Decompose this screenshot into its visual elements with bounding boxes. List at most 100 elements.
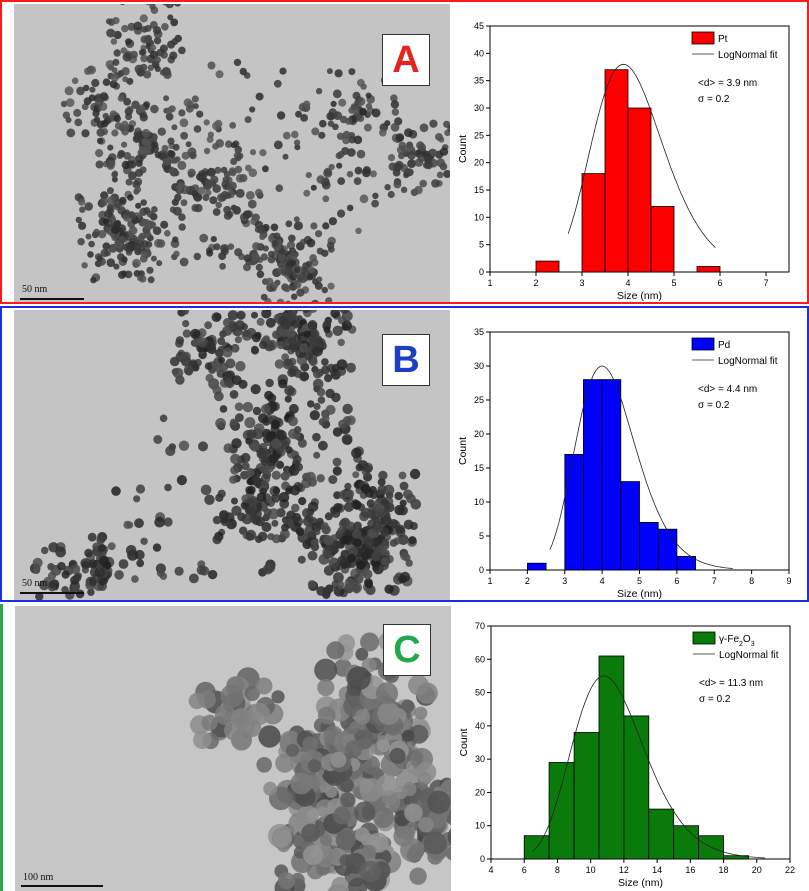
tem-particle [100, 248, 109, 258]
tem-particle [345, 521, 356, 531]
tem-particle [383, 484, 395, 496]
tem-particle [322, 586, 332, 597]
tem-particle [169, 51, 178, 60]
y-tick-label: 20 [474, 429, 484, 439]
tem-particle [93, 228, 100, 236]
tem-particle [203, 119, 210, 126]
panel-label-c: C [383, 624, 431, 676]
tem-particle [154, 516, 165, 528]
tem-particle [288, 416, 298, 427]
panel-label-b: B [382, 334, 430, 386]
tem-particle [207, 61, 216, 70]
tem-particle [389, 519, 399, 529]
tem-particle [271, 240, 279, 247]
tem-particle [62, 111, 71, 119]
tem-particle [180, 199, 188, 207]
tem-particle [174, 566, 184, 576]
tem-particle [262, 165, 269, 173]
tem-particle [233, 58, 242, 67]
tem-particle [121, 141, 128, 148]
tem-particle [287, 368, 297, 378]
tem-particle [171, 198, 179, 206]
tem-particle [328, 217, 337, 226]
tem-particle [301, 823, 321, 843]
tem-particle [341, 147, 350, 155]
tem-particle [323, 535, 334, 546]
legend-label-data: Pd [718, 340, 730, 351]
tem-particle [352, 502, 361, 510]
tem-particle [363, 464, 373, 474]
tem-particle [165, 445, 176, 457]
tem-particle [210, 236, 217, 243]
tem-particle [146, 266, 154, 274]
tem-particle [234, 402, 244, 411]
tem-particle [110, 73, 119, 82]
tem-particle [345, 117, 352, 125]
tem-particle [239, 67, 247, 76]
tem-particle [150, 255, 157, 262]
tem-particle [381, 498, 388, 506]
tem-particle [107, 29, 116, 38]
tem-particle [244, 116, 252, 124]
tem-particle [333, 806, 351, 825]
tem-particle [100, 120, 109, 128]
tem-particle [400, 838, 425, 862]
legend-swatch [691, 337, 715, 351]
tem-particle [271, 519, 279, 527]
tem-particle [337, 209, 346, 218]
legend-label-fit: LogNormal fit [719, 650, 779, 661]
tem-particle [302, 100, 311, 108]
tem-particle [324, 512, 333, 521]
tem-particle [147, 64, 154, 71]
tem-particle [205, 340, 216, 351]
tem-particle [230, 453, 241, 465]
tem-particle [81, 129, 90, 138]
x-tick-label: 6 [674, 576, 679, 586]
tem-particle [356, 149, 366, 159]
tem-particle [253, 478, 262, 488]
lognormal-fit-curve [549, 365, 733, 569]
tem-particle [307, 550, 318, 561]
tem-particle [298, 497, 307, 506]
tem-particle [32, 557, 43, 568]
tem-particle [331, 877, 349, 891]
tem-particle [159, 44, 168, 53]
legend-label-fit: LogNormal fit [718, 356, 778, 367]
tem-particle [407, 159, 416, 169]
tem-particle [393, 180, 402, 189]
tem-particle [254, 226, 262, 233]
y-tick-label: 10 [474, 212, 484, 222]
tem-particle [344, 577, 355, 588]
tem-particle [246, 429, 257, 440]
x-tick-label: 18 [719, 865, 729, 875]
tem-particle [332, 466, 342, 476]
scale-label-c: 100 nm [23, 872, 54, 883]
tem-particle [310, 539, 319, 547]
tem-particle [93, 116, 101, 123]
tem-image-a [14, 4, 450, 302]
x-tick-label: 8 [749, 576, 754, 586]
tem-particle [139, 113, 148, 122]
y-tick-label: 35 [474, 327, 484, 337]
tem-particle [41, 546, 49, 555]
tem-particle [311, 346, 320, 356]
tem-particle [327, 120, 335, 127]
tem-particle [352, 108, 359, 115]
tem-particle [321, 358, 329, 366]
tem-particle [245, 164, 252, 172]
tem-particle [85, 233, 92, 240]
tem-particle [295, 110, 302, 118]
tem-particle [171, 124, 178, 131]
scale-label-b: 50 nm [22, 578, 48, 589]
tem-particle [35, 592, 44, 600]
tem-particle [118, 559, 129, 569]
tem-particle [409, 724, 429, 744]
tem-particle [275, 184, 284, 192]
tem-particle [357, 78, 365, 87]
tem-particle [243, 719, 262, 738]
tem-particle [206, 249, 214, 257]
tem-particle [144, 36, 152, 44]
tem-particle [344, 482, 352, 490]
tem-particle [250, 384, 261, 395]
tem-particle [214, 391, 224, 402]
